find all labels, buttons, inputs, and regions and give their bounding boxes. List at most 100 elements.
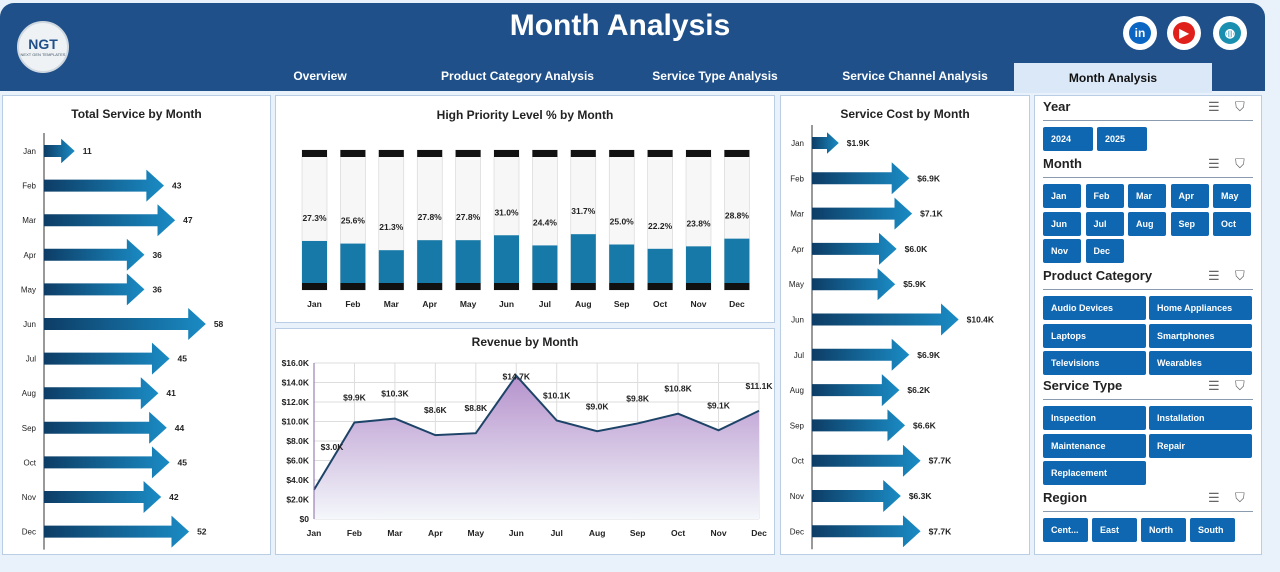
tick-label: Jun <box>23 320 36 329</box>
slicer-item[interactable]: May <box>1213 184 1251 208</box>
slicer-item[interactable]: Jan <box>1043 184 1081 208</box>
slicer-item[interactable]: Jul <box>1085 211 1124 236</box>
multi-select-icon[interactable]: ☰ <box>1208 156 1220 171</box>
tab-product-category-analysis[interactable]: Product Category Analysis <box>441 69 594 83</box>
bar-arrow <box>44 515 190 548</box>
data-label: $6.6K <box>913 420 937 430</box>
bar-arrow <box>44 411 167 444</box>
data-label: $3.0K <box>321 442 345 452</box>
data-label: $7.7K <box>929 526 953 536</box>
slicer-item[interactable]: Installation <box>1149 406 1252 430</box>
multi-select-icon[interactable]: ☰ <box>1208 490 1220 505</box>
slicer-item[interactable]: Laptops <box>1043 323 1146 348</box>
tick-label: Aug <box>575 299 592 309</box>
y-tick-label: $8.0K <box>286 436 310 446</box>
tab-month-analysis[interactable]: Month Analysis <box>1014 63 1212 93</box>
slicer-item[interactable]: Aug <box>1128 211 1166 236</box>
tick-label: Apr <box>422 299 437 309</box>
area-fill <box>314 375 759 519</box>
slicer-title: Month <box>1043 156 1082 171</box>
bar-arrow <box>44 238 145 271</box>
clear-filter-icon[interactable]: ⛉ <box>1235 268 1245 283</box>
slicer-item[interactable]: Inspection <box>1043 406 1146 430</box>
slicer-item[interactable]: South <box>1190 518 1235 542</box>
x-tick-label: Apr <box>428 528 443 538</box>
slicer-item[interactable]: Oct <box>1213 211 1251 236</box>
slicer-item[interactable]: Wearables <box>1149 351 1252 375</box>
slicer-month-header: Month ☰ ⛉ <box>1043 156 1253 178</box>
tick-label: Jan <box>23 147 36 156</box>
data-label: 41 <box>166 388 176 398</box>
total-service-panel: Total Service by Month Jan 11 Feb 43 Mar 47 Ap… <box>2 95 271 555</box>
slicer-item[interactable]: Dec <box>1085 239 1124 263</box>
tube-cap <box>417 150 443 157</box>
social-youtube-button[interactable]: ▶ <box>1167 16 1201 50</box>
slicer-item[interactable]: Smartphones <box>1149 323 1252 348</box>
tube-cap <box>378 283 404 290</box>
tube-cap <box>417 283 443 290</box>
slicer-item[interactable]: Apr <box>1170 184 1209 208</box>
data-label: 45 <box>178 354 188 364</box>
slicer-item[interactable]: Mar <box>1128 184 1166 208</box>
multi-select-icon[interactable]: ☰ <box>1208 378 1220 393</box>
data-label: 25.0% <box>610 217 635 227</box>
tick-label: May <box>21 285 36 294</box>
bar-arrow <box>44 308 206 340</box>
bar <box>647 248 673 283</box>
slicer-item[interactable]: East <box>1092 518 1137 542</box>
data-label: $6.3K <box>909 491 933 501</box>
slicer-item[interactable]: Sep <box>1170 211 1209 236</box>
data-label: $6.2K <box>907 385 931 395</box>
data-label: 27.3% <box>302 213 327 223</box>
tick-label: Feb <box>790 174 804 183</box>
slicer-item[interactable]: 2024 <box>1043 127 1093 151</box>
slicer-item[interactable]: Replacement <box>1043 461 1146 485</box>
data-label: 24.4% <box>533 217 558 227</box>
slicer-item[interactable]: Repair <box>1149 433 1252 458</box>
slicer-item[interactable]: Home Appliances <box>1149 296 1252 320</box>
slicer-item[interactable]: Nov <box>1043 239 1081 263</box>
clear-filter-icon[interactable]: ⛉ <box>1235 99 1245 114</box>
tab-overview[interactable]: Overview <box>293 69 347 83</box>
bar-arrow <box>44 446 170 479</box>
globe-icon: ◍ <box>1219 22 1241 44</box>
slicer-item[interactable]: Maintenance <box>1043 433 1146 458</box>
social-globe-button[interactable]: ◍ <box>1213 16 1247 50</box>
bar <box>340 243 366 283</box>
clear-filter-icon[interactable]: ⛉ <box>1235 490 1245 505</box>
tick-label: Jul <box>26 355 36 364</box>
slicer-item[interactable]: North <box>1141 518 1186 542</box>
clear-filter-icon[interactable]: ⛉ <box>1235 156 1245 171</box>
clear-filter-icon[interactable]: ⛉ <box>1235 378 1245 393</box>
data-label: $5.9K <box>903 279 927 289</box>
data-label: $10.1K <box>543 391 571 401</box>
data-label: $6.0K <box>905 244 929 254</box>
tab-service-type-analysis[interactable]: Service Type Analysis <box>652 69 778 83</box>
y-tick-label: $16.0K <box>282 358 310 368</box>
slicer-item[interactable]: Jun <box>1043 211 1081 236</box>
slicer-item[interactable]: Televisions <box>1043 351 1146 375</box>
slicer-item[interactable]: 2025 <box>1097 127 1147 151</box>
tube-cap <box>647 283 673 290</box>
data-label: $11.1K <box>746 381 774 391</box>
bar <box>724 238 750 283</box>
tube-cap <box>340 283 366 290</box>
slicer-item[interactable]: Feb <box>1085 184 1124 208</box>
social-linkedin-button[interactable]: in <box>1123 16 1157 50</box>
multi-select-icon[interactable]: ☰ <box>1208 268 1220 283</box>
bar-arrow <box>812 409 906 442</box>
slicer-item[interactable]: Cent... <box>1043 518 1088 542</box>
multi-select-icon[interactable]: ☰ <box>1208 99 1220 114</box>
tube-cap <box>378 150 404 157</box>
tick-label: Oct <box>24 458 37 467</box>
bar-arrow <box>44 342 170 375</box>
bar <box>455 240 481 283</box>
x-tick-label: Aug <box>589 528 606 538</box>
tube-cap <box>609 283 635 290</box>
y-tick-label: $2.0K <box>286 495 310 505</box>
slicer-item[interactable]: Audio Devices <box>1043 296 1146 320</box>
slicer-panel: Year ☰ ⛉ 2024 2025 Month ☰ ⛉ Jan Feb Mar Apr May Jun J… <box>1034 95 1262 555</box>
tab-service-channel-analysis[interactable]: Service Channel Analysis <box>842 69 988 83</box>
bar-arrow <box>812 132 839 154</box>
slicer-year-header: Year ☰ ⛉ <box>1043 99 1253 121</box>
